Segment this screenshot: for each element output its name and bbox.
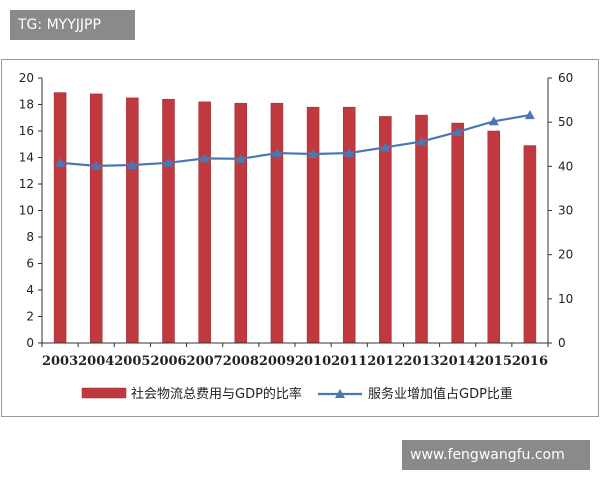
y-right-tick-label: 40 — [558, 159, 573, 173]
top-watermark-badge: TG: MYYJJPP — [10, 10, 135, 40]
x-tick-label-2013: 2013 — [403, 354, 439, 369]
bar-2014 — [451, 122, 464, 344]
x-tick-label-2007: 2007 — [187, 354, 223, 369]
x-tick-label-2015: 2015 — [476, 354, 512, 369]
x-tick-label-2012: 2012 — [367, 354, 403, 369]
line-point-2007 — [199, 153, 210, 163]
y-right-tick-label: 50 — [558, 115, 573, 129]
line-point-2012 — [380, 142, 391, 152]
y-right-tick-label: 30 — [558, 204, 573, 218]
bar-2009 — [270, 102, 284, 344]
line-point-2011 — [344, 148, 355, 158]
line-series-path — [59, 114, 531, 167]
y-left-tick-label: 10 — [19, 204, 34, 218]
line-point-2014 — [452, 126, 463, 136]
y-right-tick-label: 0 — [558, 336, 566, 350]
x-tick-label-2004: 2004 — [78, 354, 114, 369]
y-left-tick-label: 16 — [19, 124, 34, 138]
legend-bar-label: 社会物流总费用与GDP的比率 — [131, 386, 302, 402]
bar-2007 — [198, 101, 211, 344]
bar-2008 — [234, 102, 248, 344]
bar-2011 — [342, 106, 356, 344]
line-point-2003 — [55, 157, 66, 167]
y-left-tick-label: 14 — [19, 151, 34, 165]
bar-2010 — [306, 106, 320, 344]
bar-2005 — [126, 97, 139, 344]
x-tick-label-2010: 2010 — [295, 354, 331, 369]
chart-container: 0 2 4 6 8 10 12 14 16 18 20 0 10 20 30 40 50 60 2003 2004 20… — [0, 58, 600, 418]
y-left-tick-label: 12 — [19, 177, 34, 191]
y-left-tick-label: 18 — [19, 98, 34, 112]
bar-2013 — [415, 114, 428, 344]
bottom-watermark-badge: www.fengwangfu.com — [402, 440, 590, 470]
x-tick-label-2016: 2016 — [512, 354, 548, 369]
line-point-2006 — [163, 157, 174, 167]
y-right-tick-label: 60 — [558, 71, 573, 85]
y-left-tick-label: 6 — [26, 257, 34, 271]
bar-2016 — [523, 145, 537, 344]
bar-2003 — [53, 92, 67, 344]
legend-line-label: 服务业增加值占GDP比重 — [368, 386, 513, 402]
x-tick-label-2005: 2005 — [114, 354, 150, 369]
line-point-2009 — [271, 148, 282, 158]
y-right-tick-label: 10 — [558, 292, 573, 306]
y-left-tick-label: 8 — [26, 230, 34, 244]
legend-line-marker — [335, 389, 345, 398]
line-point-2013 — [416, 136, 427, 146]
y-right-tick-label: 20 — [558, 248, 573, 262]
bar-2015 — [487, 130, 501, 344]
legend-bar-swatch — [81, 387, 127, 399]
x-tick-label-2011: 2011 — [331, 354, 367, 369]
x-tick-label-2014: 2014 — [440, 354, 476, 369]
y-left-tick-label: 4 — [26, 283, 34, 297]
y-left-tick-label: 2 — [26, 310, 34, 324]
line-point-2004 — [91, 160, 102, 170]
line-point-2016 — [524, 110, 535, 120]
x-tick-label-2003: 2003 — [42, 354, 78, 369]
x-tick-label-2006: 2006 — [150, 354, 186, 369]
line-point-2010 — [308, 148, 319, 158]
line-point-2008 — [235, 153, 246, 163]
y-left-tick-label: 20 — [19, 71, 34, 85]
bar-2004 — [89, 93, 103, 344]
x-tick-label-2009: 2009 — [259, 354, 295, 369]
line-point-2015 — [488, 116, 499, 126]
legend: 社会物流总费用与GDP的比率 服务业增加值占GDP比重 — [81, 386, 513, 402]
y-left-tick-label: 0 — [26, 336, 34, 350]
bar-2006 — [162, 98, 175, 344]
line-point-2005 — [127, 160, 138, 170]
x-tick-label-2008: 2008 — [223, 354, 259, 369]
